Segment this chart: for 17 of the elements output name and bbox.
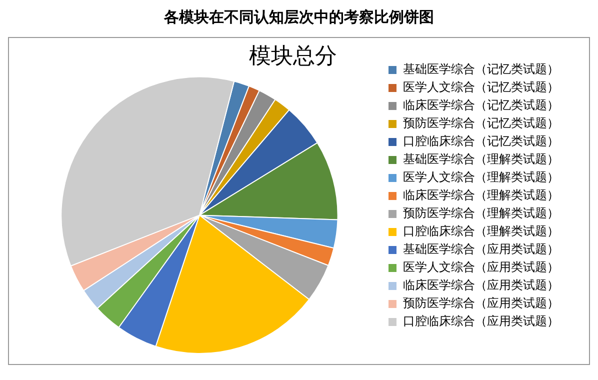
legend-label: 临床医学综合（理解类试题） [403, 188, 559, 202]
legend-label: 口腔临床综合（应用类试题） [403, 314, 559, 328]
legend-label: 临床医学综合（应用类试题） [403, 278, 559, 292]
legend-label: 医学人文综合（记忆类试题） [403, 80, 559, 94]
legend-label: 基础医学综合（理解类试题） [403, 152, 559, 166]
chart-subtitle: 模块总分 [249, 44, 337, 69]
chart-title: 各模块在不同认知层次中的考察比例饼图 [163, 8, 435, 27]
legend-label: 基础医学综合（应用类试题） [403, 242, 559, 256]
legend-label: 医学人文综合（理解类试题） [403, 170, 559, 184]
legend-label: 口腔临床综合（记忆类试题） [403, 134, 559, 148]
legend-label: 预防医学综合（记忆类试题） [403, 116, 559, 130]
legend-label: 基础医学综合（记忆类试题） [403, 62, 559, 76]
legend-label: 预防医学综合（应用类试题） [403, 296, 559, 310]
legend-label: 口腔临床综合（理解类试题） [403, 224, 559, 238]
legend-label: 医学人文综合（应用类试题） [403, 260, 559, 274]
legend-label: 临床医学综合（记忆类试题） [403, 98, 559, 112]
legend-label: 预防医学综合（理解类试题） [403, 206, 559, 220]
